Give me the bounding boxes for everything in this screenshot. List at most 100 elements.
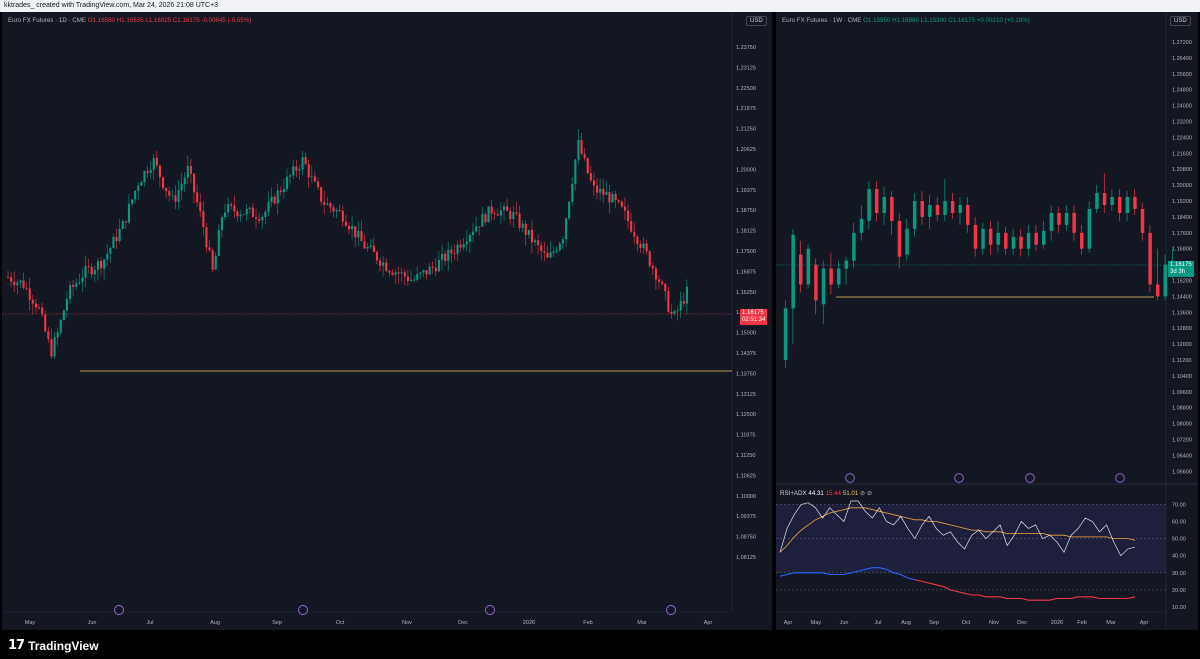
daily-candle (667, 291, 670, 312)
daily-candle (124, 221, 127, 223)
daily-candle (503, 206, 506, 211)
indicator-y-tick: 50.00 (1172, 537, 1186, 543)
daily-candle (403, 272, 406, 277)
daily-candle (304, 157, 307, 165)
daily-candle (360, 231, 363, 242)
daily-candle (583, 153, 586, 159)
daily-candle (332, 207, 335, 212)
tradingview-logo[interactable]: 17 TradingView (8, 638, 99, 653)
daily-candle (636, 236, 639, 244)
weekly-candle (791, 234, 795, 309)
daily-candle (93, 269, 96, 275)
indicator-y-tick: 10.00 (1172, 605, 1186, 611)
daily-candle (152, 158, 155, 170)
daily-candle (301, 157, 304, 170)
weekly-y-tick: 1.24000 (1172, 104, 1192, 110)
daily-candle (627, 210, 630, 222)
daily-event-icon (298, 605, 308, 615)
weekly-candle (966, 204, 970, 225)
daily-y-tick: 1.21250 (736, 127, 756, 133)
weekly-candle (1011, 236, 1016, 249)
weekly-last-price-label: 1.16175 3d 3h (1168, 261, 1194, 277)
weekly-x-tick: Apr (784, 620, 793, 626)
daily-candle (425, 270, 428, 275)
daily-candle (410, 279, 413, 281)
indicator-value-1: 44.31 (808, 490, 824, 497)
daily-candle (264, 211, 267, 217)
daily-y-tick: 1.23125 (736, 65, 756, 71)
daily-candle (465, 241, 468, 245)
daily-candle (230, 204, 233, 206)
weekly-candle (814, 264, 818, 301)
daily-candle (279, 190, 282, 192)
footer: 17 TradingView (0, 630, 1200, 659)
daily-candle (472, 231, 475, 235)
daily-candle (326, 203, 329, 205)
weekly-x-tick: 2026 (1051, 620, 1063, 626)
daily-candle (453, 253, 456, 255)
daily-candle (614, 194, 617, 201)
daily-y-tick: 1.22500 (736, 86, 756, 92)
weekly-x-tick: Dec (1017, 620, 1027, 626)
daily-candle (205, 227, 208, 248)
weekly-currency-button[interactable]: USD (1170, 16, 1191, 26)
daily-candle (211, 250, 214, 270)
daily-y-tick: 1.08750 (736, 535, 756, 541)
weekly-last-price: 1.16175 (1170, 262, 1192, 268)
daily-candle (261, 216, 264, 221)
daily-candle (673, 311, 676, 314)
daily-x-tick: Feb (583, 620, 592, 626)
indicator-y-tick: 40.00 (1172, 554, 1186, 560)
daily-currency-button[interactable]: USD (746, 16, 767, 26)
weekly-candle (1133, 197, 1137, 209)
daily-candle (382, 262, 385, 266)
daily-y-tick: 1.20000 (736, 167, 756, 173)
weekly-y-tick: 1.13600 (1172, 310, 1192, 316)
daily-candle (475, 226, 478, 232)
daily-candle (552, 251, 555, 253)
daily-candle (220, 217, 223, 230)
weekly-x-tick: Jul (874, 620, 881, 626)
tradingview-logo-icon: 17 (8, 638, 25, 653)
daily-symbol: Euro FX Futures · 1D · CME (8, 17, 87, 24)
daily-candle (363, 241, 366, 249)
weekly-y-tick: 1.27200 (1172, 40, 1192, 46)
daily-chart[interactable]: 1.23750 1.23125 1.22500 1.21875 1.21250 1.206… (2, 12, 772, 630)
indicator-y-tick: 60.00 (1172, 520, 1186, 526)
weekly-x-tick: Jun (840, 620, 849, 626)
weekly-chart[interactable]: 1.27200 1.26400 1.25600 1.24800 1.24000 1.232… (776, 12, 1198, 630)
weekly-chart-panel[interactable]: 1.27200 1.26400 1.25600 1.24800 1.24000 1.232… (776, 12, 1198, 630)
daily-y-tick: 1.16250 (736, 290, 756, 296)
daily-candle (658, 279, 661, 282)
weekly-close: C1.16175 (948, 17, 976, 24)
weekly-candle (852, 232, 856, 261)
daily-candle (419, 272, 422, 274)
daily-y-tick: 1.08125 (736, 555, 756, 561)
daily-candle (69, 284, 72, 299)
daily-candle (555, 250, 558, 252)
daily-x-tick: Sep (272, 620, 282, 626)
daily-candle (685, 286, 688, 304)
weekly-y-tick: 1.20000 (1172, 183, 1192, 189)
daily-chart-panel[interactable]: 1.23750 1.23125 1.22500 1.21875 1.21250 1.206… (2, 12, 772, 630)
daily-candle (242, 214, 245, 215)
daily-candle (611, 194, 614, 203)
daily-x-tick: May (25, 620, 36, 626)
weekly-y-tick: 1.24800 (1172, 88, 1192, 94)
daily-candle (400, 272, 403, 274)
weekly-candle (1125, 197, 1130, 213)
rsi-signal-line (779, 507, 1136, 553)
daily-candle (416, 273, 419, 280)
weekly-candle (1042, 230, 1046, 245)
daily-candle (558, 243, 561, 251)
indicator-settings-icon[interactable]: ⊘ ⊘ (860, 490, 873, 497)
daily-candle (357, 231, 360, 238)
daily-candle (286, 176, 289, 189)
daily-candle (394, 272, 397, 275)
weekly-candle (973, 224, 978, 249)
daily-candle (571, 183, 574, 202)
daily-candle (447, 249, 450, 261)
daily-candle (630, 221, 633, 232)
weekly-candle (988, 228, 993, 245)
daily-candle (422, 270, 425, 273)
